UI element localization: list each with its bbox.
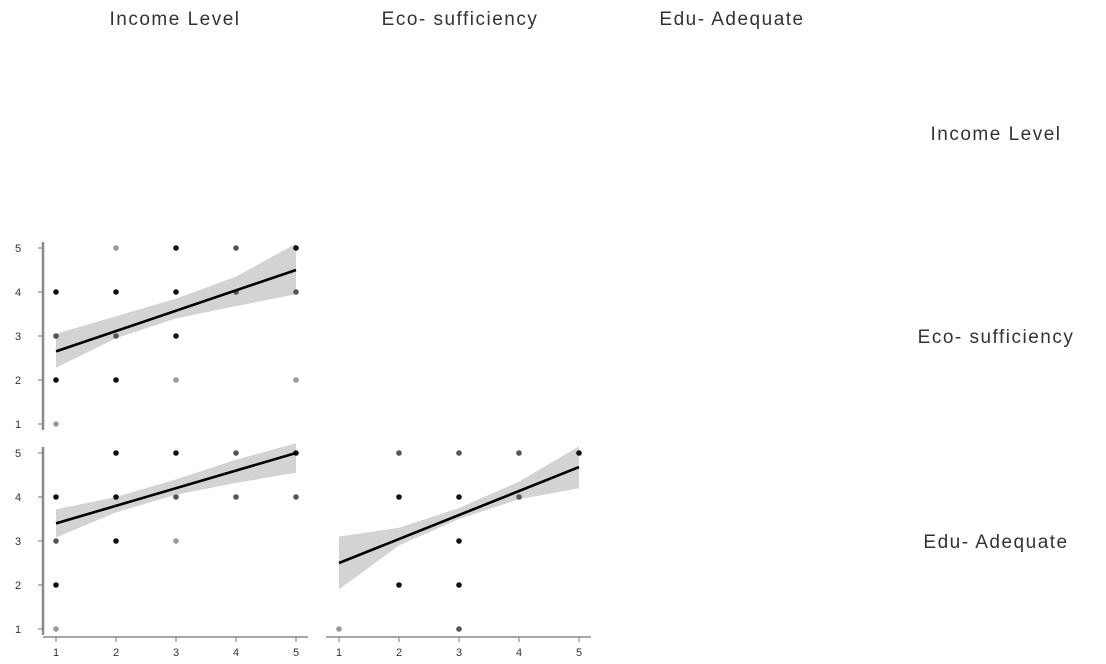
data-point (293, 289, 299, 295)
x-tick-label: 2 (113, 647, 119, 659)
row-header-eco-sufficiency: Eco- sufficiency (918, 327, 1075, 348)
data-point (516, 450, 522, 456)
x-tick-label: 4 (233, 647, 239, 659)
data-point (293, 245, 299, 251)
x-tick-label: 1 (336, 647, 342, 659)
x-tick-label: 5 (293, 647, 299, 659)
row-header-income-level: Income Level (930, 124, 1061, 145)
data-point (53, 377, 59, 383)
confidence-band (56, 443, 296, 538)
data-point (293, 377, 299, 383)
data-point (113, 289, 119, 295)
data-point (233, 450, 239, 456)
panel-2: 1 2 3 4 5 (326, 446, 591, 659)
x-tick-label: 5 (576, 647, 582, 659)
data-point (293, 494, 299, 500)
data-point (53, 289, 59, 295)
y-tick-label: 4 (15, 287, 21, 299)
data-point (113, 450, 119, 456)
data-point (456, 494, 462, 500)
data-point (53, 421, 59, 427)
panel-0: 1 2 3 4 5 (15, 242, 299, 431)
x-tick-label: 3 (456, 647, 462, 659)
y-tick-label: 5 (15, 243, 21, 255)
data-point (113, 245, 119, 251)
x-tick-label: 2 (396, 647, 402, 659)
data-point (53, 494, 59, 500)
x-tick-label: 1 (53, 647, 59, 659)
data-point (456, 582, 462, 588)
y-tick-label: 3 (15, 331, 21, 343)
row-header-edu-adequate: Edu- Adequate (923, 532, 1068, 553)
data-point (233, 494, 239, 500)
data-point (113, 538, 119, 544)
data-point (456, 626, 462, 632)
confidence-band (339, 446, 579, 590)
panel-1: 1 2 3 4 5 1 2 3 4 5 (15, 443, 308, 659)
data-point (53, 538, 59, 544)
data-point (336, 626, 342, 632)
column-header-income-level: Income Level (109, 9, 240, 30)
data-point (396, 450, 402, 456)
y-tick-label: 2 (15, 580, 21, 592)
data-point (113, 377, 119, 383)
y-tick-label: 2 (15, 375, 21, 387)
y-tick-label: 5 (15, 448, 21, 460)
column-header-eco-sufficiency: Eco- sufficiency (382, 9, 539, 30)
data-point (173, 377, 179, 383)
x-tick-label: 3 (173, 647, 179, 659)
data-point (173, 333, 179, 339)
data-point (173, 538, 179, 544)
y-tick-label: 3 (15, 536, 21, 548)
y-tick-label: 4 (15, 492, 21, 504)
regression-line (55, 268, 297, 353)
regression-line (338, 465, 580, 565)
data-point (233, 245, 239, 251)
data-point (456, 538, 462, 544)
data-point (576, 450, 582, 456)
data-point (53, 333, 59, 339)
data-point (396, 494, 402, 500)
x-tick-label: 4 (516, 647, 522, 659)
data-point (113, 494, 119, 500)
data-point (173, 450, 179, 456)
data-point (516, 494, 522, 500)
column-header-edu-adequate: Edu- Adequate (659, 9, 804, 30)
data-point (173, 494, 179, 500)
y-tick-label: 1 (15, 624, 21, 636)
scatter-panels: 1 2 3 4 5 1 2 3 4 5 1 2 3 4 5 1 2 3 4 5 (15, 242, 591, 659)
data-point (456, 450, 462, 456)
data-point (396, 582, 402, 588)
data-point (173, 289, 179, 295)
data-point (53, 582, 59, 588)
data-point (113, 333, 119, 339)
y-tick-label: 1 (15, 419, 21, 431)
regression-line (55, 451, 297, 525)
confidence-band (56, 243, 296, 368)
data-point (53, 626, 59, 632)
data-point (173, 245, 179, 251)
